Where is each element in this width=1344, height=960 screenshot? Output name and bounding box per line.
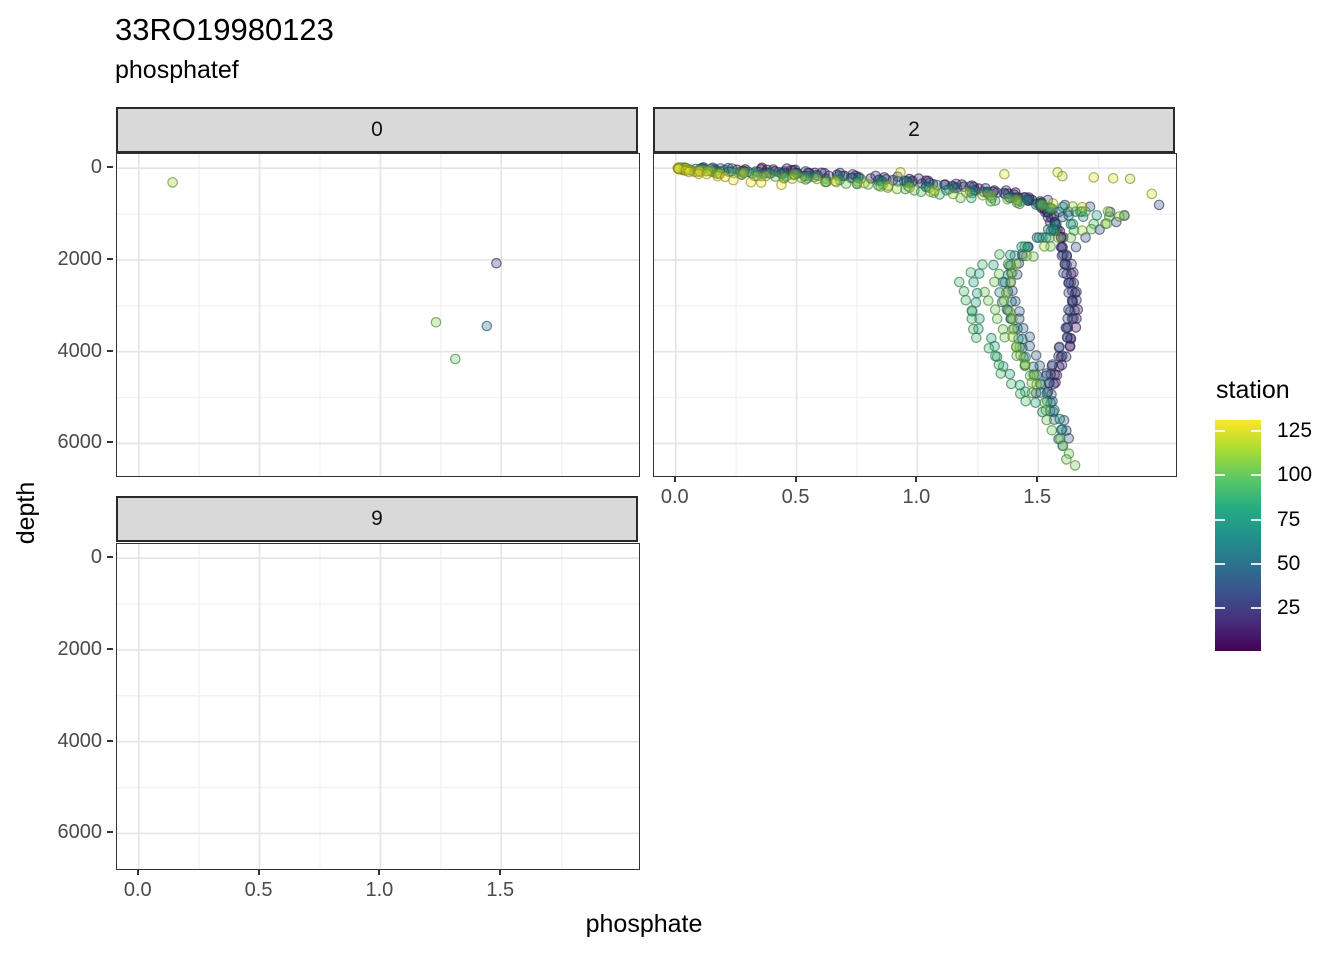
- y-tick-mark: [107, 166, 113, 169]
- page-title: 33RO19980123: [115, 12, 334, 47]
- legend-tick-mark: [1251, 474, 1261, 477]
- facet-strip-2: 2: [653, 107, 1175, 153]
- legend-tick-mark: [1251, 429, 1261, 432]
- facet-strip-0: 0: [116, 107, 638, 153]
- legend-tick-label: 25: [1277, 596, 1301, 620]
- y-tick-label: 2000: [57, 247, 103, 270]
- x-tick-label: 1.0: [902, 486, 931, 508]
- plot-subtitle: phosphatef: [115, 56, 239, 84]
- x-tick-mark: [499, 869, 502, 875]
- legend-tick-mark: [1215, 562, 1225, 565]
- y-tick-mark: [107, 349, 113, 352]
- x-tick-mark: [673, 476, 676, 482]
- y-tick-label: 2000: [57, 637, 103, 660]
- legend-tick-mark: [1215, 474, 1225, 477]
- y-tick-mark: [107, 647, 113, 650]
- y-axis-row-2: 0 2000 4000 6000: [0, 543, 113, 865]
- y-tick-mark: [107, 556, 113, 559]
- x-axis-facet-9: 0.0 0.5 1.0 1.5: [116, 869, 638, 909]
- x-tick-label: 0.0: [660, 486, 689, 508]
- legend-tick-mark: [1251, 607, 1261, 610]
- y-tick-mark: [107, 441, 113, 444]
- y-tick-label: 6000: [57, 431, 103, 454]
- legend-tick-mark: [1251, 518, 1261, 521]
- facet-panel-9-canvas: [117, 544, 639, 869]
- legend-tick-label: 125: [1277, 418, 1313, 442]
- legend: station 125 100 75 50 25: [1204, 372, 1344, 672]
- y-tick-mark: [107, 257, 113, 260]
- y-tick-label: 6000: [57, 821, 103, 844]
- x-tick-mark: [794, 476, 797, 482]
- facet-panel-2: [653, 153, 1177, 477]
- x-tick-mark: [378, 869, 381, 875]
- x-tick-label: 1.5: [1023, 486, 1052, 508]
- y-tick-label: 4000: [57, 729, 103, 752]
- y-axis-title: depth: [12, 481, 40, 545]
- facet-panel-2-canvas: [654, 154, 1176, 476]
- y-tick-label: 4000: [57, 339, 103, 362]
- x-tick-label: 0.5: [781, 486, 810, 508]
- y-axis-row-1: 0 2000 4000 6000: [0, 153, 113, 475]
- legend-tick-mark: [1251, 562, 1261, 565]
- facet-panel-9: [116, 543, 640, 870]
- legend-tick-label: 50: [1277, 551, 1301, 575]
- x-tick-mark: [915, 476, 918, 482]
- x-tick-mark: [136, 869, 139, 875]
- x-tick-mark: [257, 869, 260, 875]
- legend-tick-label: 75: [1277, 507, 1301, 531]
- y-tick-label: 0: [90, 546, 102, 569]
- legend-tick-mark: [1215, 518, 1225, 521]
- facet-strip-9-label: 9: [371, 507, 383, 530]
- x-tick-label: 1.0: [365, 879, 394, 901]
- x-axis-facet-2: 0.0 0.5 1.0 1.5: [653, 476, 1175, 516]
- facet-strip-0-label: 0: [371, 118, 383, 141]
- x-tick-label: 0.0: [123, 879, 152, 901]
- facet-strip-9: 9: [116, 496, 638, 542]
- y-tick-label: 0: [90, 156, 102, 179]
- legend-tick-mark: [1215, 607, 1225, 610]
- y-tick-mark: [107, 831, 113, 834]
- facet-panel-0-canvas: [117, 154, 639, 476]
- legend-tick-label: 100: [1277, 463, 1313, 487]
- x-tick-mark: [1036, 476, 1039, 482]
- x-axis-title: phosphate: [585, 910, 703, 938]
- facet-strip-2-label: 2: [908, 118, 920, 141]
- legend-tick-mark: [1215, 429, 1225, 432]
- legend-colorbar: [1215, 420, 1261, 651]
- x-tick-label: 1.5: [486, 879, 515, 901]
- facet-panel-0: [116, 153, 640, 477]
- legend-title: station: [1216, 376, 1290, 404]
- x-tick-label: 0.5: [244, 879, 273, 901]
- y-tick-mark: [107, 739, 113, 742]
